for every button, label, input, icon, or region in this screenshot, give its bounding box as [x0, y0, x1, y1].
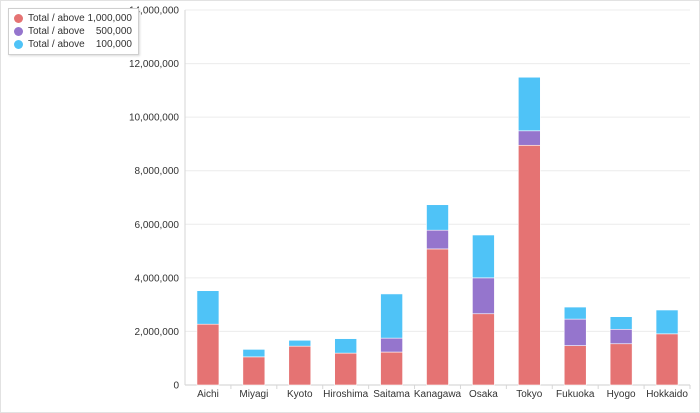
legend: Total / above 1,000,000 Total / above 500…: [8, 8, 139, 55]
bar-segment-kanagawa-series-0[interactable]: [426, 248, 449, 386]
y-tick-label: 14,000,000: [129, 6, 179, 17]
y-tick-label: 10,000,000: [129, 113, 179, 124]
bar-segment-aichi-series-0[interactable]: [196, 323, 220, 386]
bar-segment-hokkaido-series-0[interactable]: [655, 333, 679, 386]
legend-swatch: [14, 40, 23, 49]
bar-segment-saitama-series-0[interactable]: [380, 351, 403, 386]
x-tick-label: Hyogo: [607, 389, 636, 400]
x-tick-label: Saitama: [373, 389, 410, 400]
x-tick-label: Aichi: [197, 389, 219, 400]
legend-item[interactable]: Total / above 1,000,000: [14, 12, 132, 25]
x-tick-label: Hiroshima: [323, 389, 368, 400]
legend-label: Total / above 500,000: [28, 26, 132, 37]
y-tick-label: 8,000,000: [135, 166, 180, 177]
legend-label: Total / above 1,000,000: [28, 13, 132, 24]
y-axis: 0 2,000,000 4,000,000 6,000,000 8,000,000 10,…: [129, 6, 186, 392]
bar-segment-tokyo-series-2[interactable]: [518, 76, 541, 132]
bar-segment-fukuoka-series-1[interactable]: [563, 318, 587, 346]
x-tick-label: Miyagi: [239, 389, 268, 400]
x-tick-label: Kanagawa: [414, 389, 462, 400]
bar-segment-kanagawa-series-2[interactable]: [426, 204, 449, 231]
bar-segment-kanagawa-series-1[interactable]: [426, 229, 449, 250]
x-tick-label: Fukuoka: [556, 389, 595, 400]
bar-segment-saitama-series-1[interactable]: [380, 337, 403, 353]
legend-swatch: [14, 27, 23, 36]
bars: [196, 76, 679, 386]
bar-segment-kyoto-series-2[interactable]: [288, 339, 312, 347]
bar-segment-fukuoka-series-2[interactable]: [563, 306, 587, 320]
bar-segment-kyoto-series-0[interactable]: [288, 345, 312, 386]
y-tick-label: 2,000,000: [135, 327, 180, 338]
bar-segment-hiroshima-series-2[interactable]: [334, 338, 357, 354]
x-tick-label: Kyoto: [287, 389, 313, 400]
x-tick-label: Osaka: [469, 389, 498, 400]
y-tick-label: 0: [173, 381, 179, 392]
bar-segment-tokyo-series-1[interactable]: [518, 130, 541, 146]
bar-segment-tokyo-series-0[interactable]: [518, 144, 541, 386]
x-tick-label: Hokkaido: [646, 389, 688, 400]
legend-item[interactable]: Total / above 500,000: [14, 25, 132, 38]
legend-swatch: [14, 14, 23, 23]
y-tick-label: 12,000,000: [129, 59, 179, 70]
legend-label: Total / above 100,000: [28, 39, 132, 50]
bar-segment-fukuoka-series-0[interactable]: [563, 345, 587, 386]
bar-segment-hiroshima-series-0[interactable]: [334, 352, 357, 386]
y-tick-label: 6,000,000: [135, 220, 180, 231]
bar-segment-hyogo-series-0[interactable]: [609, 343, 633, 386]
bar-segment-hyogo-series-1[interactable]: [609, 328, 633, 345]
legend-item[interactable]: Total / above 100,000: [14, 38, 132, 51]
bar-segment-hokkaido-series-2[interactable]: [655, 309, 679, 335]
y-tick-label: 4,000,000: [135, 273, 180, 284]
x-axis: Aichi Miyagi Kyoto Hiroshima Saitama Kanagawa…: [197, 385, 691, 400]
bar-segment-hyogo-series-2[interactable]: [609, 316, 633, 330]
bar-segment-osaka-series-1[interactable]: [472, 277, 495, 315]
bar-segment-miyagi-series-0[interactable]: [242, 356, 266, 386]
bar-segment-osaka-series-2[interactable]: [472, 234, 495, 279]
bar-segment-miyagi-series-2[interactable]: [242, 349, 266, 358]
bar-segment-aichi-series-2[interactable]: [196, 290, 220, 325]
gridlines: [185, 9, 690, 386]
bar-segment-osaka-series-0[interactable]: [472, 313, 495, 386]
bar-segment-saitama-series-2[interactable]: [380, 293, 403, 339]
x-tick-label: Tokyo: [516, 389, 543, 400]
